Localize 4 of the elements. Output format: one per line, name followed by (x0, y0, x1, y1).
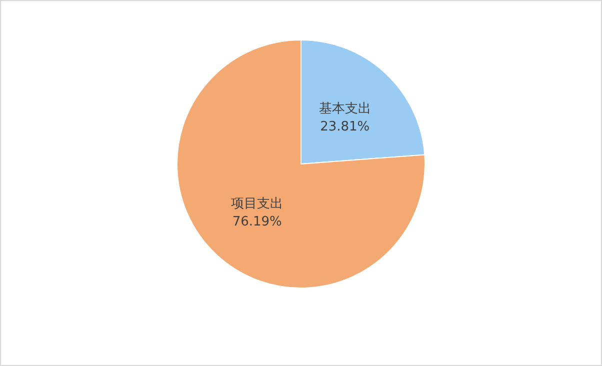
slice-label: 基本支出 (318, 102, 371, 117)
data-label: 23.81% (320, 120, 370, 135)
data-label: 76.19% (232, 214, 282, 230)
slice-label: 项目支出 (231, 196, 284, 212)
